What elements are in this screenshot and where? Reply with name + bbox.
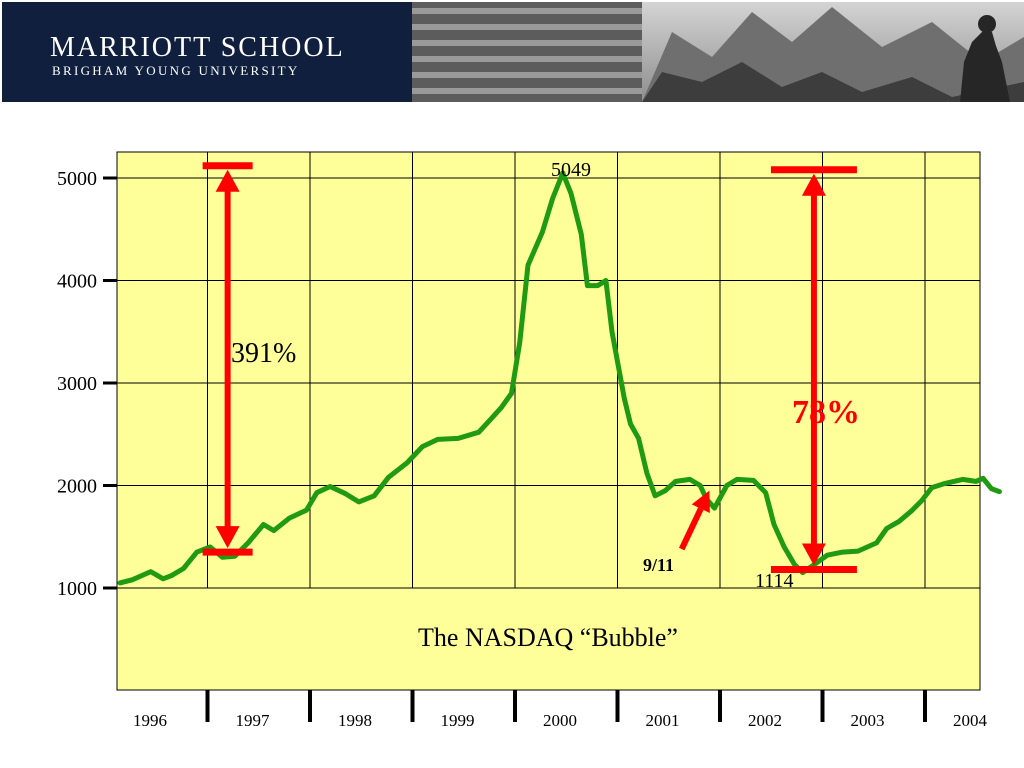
y-tick-label: 5000: [57, 168, 97, 190]
chart-title: The NASDAQ “Bubble”: [418, 623, 678, 652]
campus-photo-image: [412, 2, 1024, 102]
header-banner: MARRIOTT SCHOOL BRIGHAM YOUNG UNIVERSITY: [0, 0, 1024, 104]
x-tick-label: 1999: [441, 711, 475, 730]
school-logo: MARRIOTT SCHOOL BRIGHAM YOUNG UNIVERSITY: [2, 2, 412, 102]
fall-percent-label: 78%: [792, 394, 860, 431]
x-tick-label: 1996: [133, 711, 167, 730]
x-tick-label: 2002: [748, 711, 782, 730]
fall-range-arrow-head-down: [801, 543, 826, 566]
x-axis: 1996 1997 1998 1999 2000 2001 2002 2003 2004: [133, 690, 988, 730]
plot-area: [116, 151, 981, 691]
y-tick-label: 3000: [57, 373, 97, 395]
nasdaq-series-line: [117, 170, 1002, 586]
chart-gridlines: [117, 152, 980, 589]
x-tick-label: 2000: [543, 711, 577, 730]
trough-value-label: 1114: [755, 570, 794, 592]
event-label: 9/11: [643, 555, 674, 575]
x-tick-label: 2001: [646, 711, 680, 730]
school-name: MARRIOTT SCHOOL: [50, 32, 345, 63]
campus-photo: [412, 2, 1024, 102]
peak-value-label: 5049: [551, 159, 591, 181]
x-tick-label: 1998: [338, 711, 372, 730]
y-tick-label: 4000: [57, 271, 97, 293]
event-arrow-shaft: [678, 507, 704, 551]
y-tick-label: 2000: [57, 476, 97, 498]
fall-range-arrow-head-up: [801, 173, 826, 196]
rise-percent-label: 391%: [231, 338, 296, 369]
university-name: BRIGHAM YOUNG UNIVERSITY: [52, 63, 300, 78]
event-arrow-head: [691, 490, 710, 513]
y-tick-label: 1000: [57, 578, 97, 600]
chart-annotations: 5049 1114 391% 78% 9/11: [202, 159, 860, 592]
x-tick-label: 2004: [953, 711, 988, 730]
y-axis: 1000 2000 3000 4000 5000: [57, 168, 117, 600]
x-tick-label: 1997: [236, 711, 271, 730]
x-tick-label: 2003: [851, 711, 885, 730]
rise-range-arrow-head-down: [215, 526, 240, 549]
rise-range-arrow-head-up: [215, 169, 240, 192]
